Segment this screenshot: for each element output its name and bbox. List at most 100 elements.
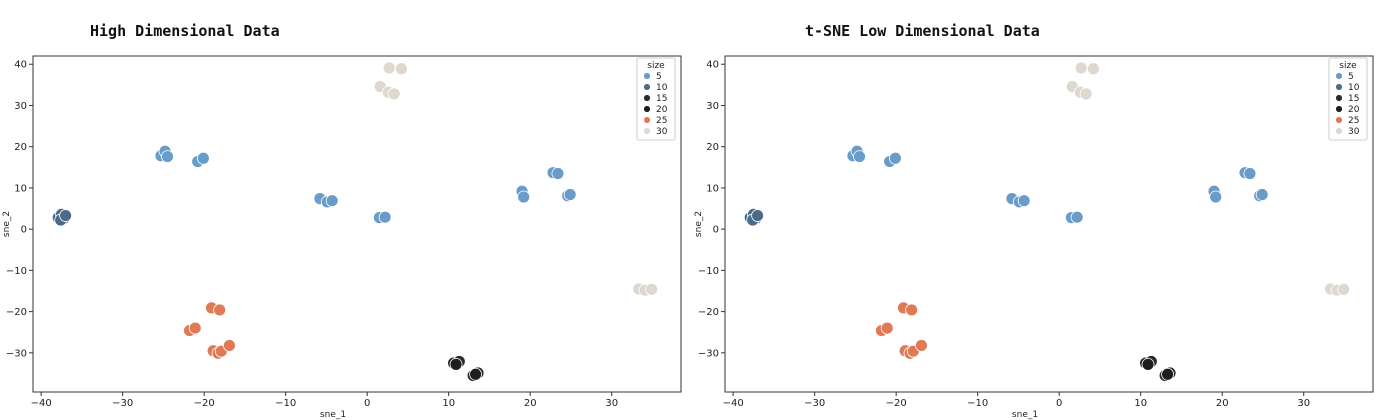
data-point-size-5 bbox=[853, 150, 866, 163]
data-point-size-5 bbox=[888, 151, 902, 165]
axes-frame bbox=[724, 55, 1374, 393]
x-tick-label: 20 bbox=[524, 398, 537, 409]
data-point-size-5 bbox=[551, 167, 565, 180]
chart-panel-high-dim: High Dimensional Data −40 −30 −20 −10 0 10 20 3… bbox=[2, 22, 682, 420]
legend-label-15: 15 bbox=[656, 94, 667, 104]
legend-label-30: 30 bbox=[656, 127, 668, 137]
data-point-size-25 bbox=[905, 303, 919, 317]
x-tick-label: −20 bbox=[886, 398, 907, 409]
y-axis-label: sne_2 bbox=[2, 211, 12, 237]
data-point-size-10 bbox=[751, 209, 765, 222]
x-tick-label: 10 bbox=[442, 398, 455, 409]
legend-label-5: 5 bbox=[656, 72, 662, 82]
data-point-size-10 bbox=[59, 209, 73, 222]
data-point-size-5 bbox=[325, 194, 339, 208]
legend-marker-30 bbox=[1335, 127, 1343, 135]
x-axis-label: sne_1 bbox=[1012, 410, 1038, 420]
legend-marker-10 bbox=[643, 83, 651, 91]
data-point-size-25 bbox=[880, 321, 894, 335]
y-tick-label: 10 bbox=[706, 183, 719, 194]
x-tick-label: −30 bbox=[112, 398, 133, 409]
x-tick-label: −40 bbox=[31, 398, 52, 409]
chart-title: High Dimensional Data bbox=[90, 22, 280, 40]
data-point-size-5 bbox=[1209, 190, 1223, 204]
x-tick-label: 30 bbox=[605, 398, 618, 409]
y-tick-label: 0 bbox=[21, 225, 27, 236]
data-point-size-5 bbox=[161, 150, 174, 163]
legend-marker-30 bbox=[643, 127, 651, 135]
chart-panel-low-dim: t-SNE Low Dimensional Data −40 −30 −20 −10 0… bbox=[692, 0, 1392, 420]
data-point-size-30 bbox=[645, 282, 659, 296]
data-point-size-5 bbox=[378, 210, 392, 224]
y-tick-label: 30 bbox=[706, 101, 719, 112]
x-tick-label: 20 bbox=[1216, 398, 1229, 409]
x-tick-label: −40 bbox=[723, 398, 744, 409]
y-tick-label: 40 bbox=[706, 60, 719, 71]
chart-title: t-SNE Low Dimensional Data bbox=[805, 22, 1040, 40]
legend-title: size bbox=[1339, 61, 1357, 71]
y-tick-label: −20 bbox=[6, 307, 27, 318]
legend-marker-20 bbox=[643, 105, 651, 113]
scatter-plot-low-dim: −40 −30 −20 −10 0 10 20 30 −30 −20 −10 0 10 20 30 40 sne… bbox=[694, 55, 1374, 420]
legend-label-30: 30 bbox=[1348, 127, 1360, 137]
x-tick-label: 30 bbox=[1297, 398, 1310, 409]
y-axis-label: sne_2 bbox=[694, 211, 704, 237]
data-point-size-5 bbox=[1243, 167, 1257, 180]
legend-label-25: 25 bbox=[656, 116, 667, 126]
x-tick-label: 10 bbox=[1134, 398, 1147, 409]
legend-label-10: 10 bbox=[1348, 83, 1360, 93]
data-point-size-25 bbox=[915, 339, 928, 352]
data-point-size-30 bbox=[1079, 87, 1093, 101]
data-point-size-5 bbox=[517, 190, 531, 204]
data-point-size-5 bbox=[1255, 188, 1269, 201]
legend-marker-15 bbox=[1335, 94, 1343, 102]
y-tick-label: 40 bbox=[14, 60, 27, 71]
y-tick-label: −20 bbox=[698, 307, 719, 318]
data-point-size-30 bbox=[1337, 282, 1351, 296]
legend-marker-15 bbox=[643, 94, 651, 102]
y-tick-label: 20 bbox=[706, 142, 719, 153]
data-point-size-20 bbox=[1141, 357, 1155, 371]
y-tick-label: −30 bbox=[698, 348, 719, 359]
y-tick-label: 30 bbox=[14, 101, 27, 112]
legend-marker-20 bbox=[1335, 105, 1343, 113]
data-point-size-30 bbox=[1074, 61, 1088, 75]
data-point-size-30 bbox=[382, 61, 396, 75]
x-tick-label: −10 bbox=[967, 398, 988, 409]
y-tick-label: −10 bbox=[698, 266, 719, 277]
data-point-size-30 bbox=[395, 62, 408, 76]
legend-label-20: 20 bbox=[656, 105, 668, 115]
x-axis-label: sne_1 bbox=[320, 410, 346, 420]
legend-label-15: 15 bbox=[1348, 94, 1359, 104]
scatter-plot-high-dim: −40 −30 −20 −10 0 10 20 30 −30 −20 −10 0 10 20 30 40 sne… bbox=[2, 55, 682, 420]
y-tick-label: 10 bbox=[14, 183, 27, 194]
axes-frame bbox=[32, 55, 682, 393]
y-tick-label: 0 bbox=[713, 225, 719, 236]
legend-marker-5 bbox=[643, 72, 651, 80]
y-tick-label: −30 bbox=[6, 348, 27, 359]
x-tick-label: −20 bbox=[194, 398, 215, 409]
legend-label-5: 5 bbox=[1348, 72, 1354, 82]
legend-marker-10 bbox=[1335, 83, 1343, 91]
data-point-size-5 bbox=[1070, 210, 1084, 224]
data-point-size-20 bbox=[449, 357, 463, 371]
y-tick-label: −10 bbox=[6, 266, 27, 277]
data-point-size-5 bbox=[196, 151, 210, 165]
y-tick-label: 20 bbox=[14, 142, 27, 153]
x-tick-label: 0 bbox=[1056, 398, 1062, 409]
legend-title: size bbox=[647, 61, 665, 71]
data-point-size-25 bbox=[188, 321, 202, 335]
x-tick-label: 0 bbox=[364, 398, 370, 409]
legend-label-25: 25 bbox=[1348, 116, 1359, 126]
legend-label-20: 20 bbox=[1348, 105, 1360, 115]
data-point-size-5 bbox=[1017, 194, 1031, 208]
legend-marker-25 bbox=[643, 116, 651, 124]
x-tick-label: −10 bbox=[275, 398, 296, 409]
data-point-size-20 bbox=[1161, 367, 1174, 381]
data-point-size-20 bbox=[469, 367, 482, 381]
legend-label-10: 10 bbox=[656, 83, 668, 93]
data-point-size-25 bbox=[213, 303, 227, 317]
legend-marker-5 bbox=[1335, 72, 1343, 80]
data-point-size-25 bbox=[223, 339, 236, 352]
data-point-size-30 bbox=[1087, 62, 1100, 76]
